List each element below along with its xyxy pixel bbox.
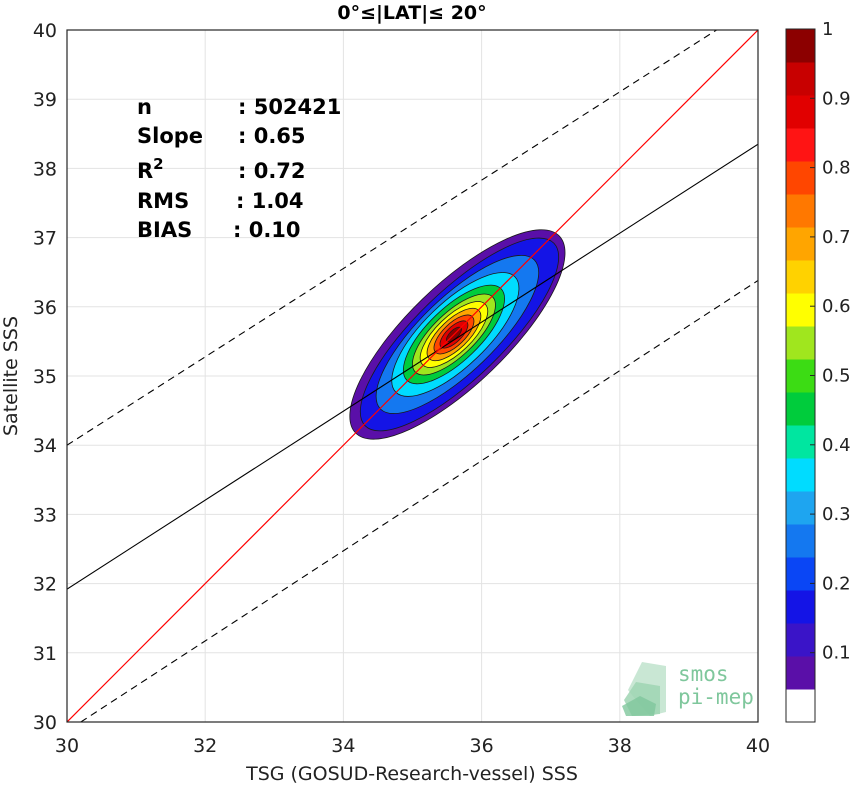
x-axis-label: TSG (GOSUD-Research-vessel) SSS (245, 763, 578, 785)
colorbar-segment (786, 491, 815, 525)
one-to-one-line (67, 30, 758, 722)
y-tick-label: 32 (33, 574, 57, 596)
colorbar-tick-label: 0.2 (822, 573, 851, 594)
stat-label: n (137, 95, 152, 119)
x-tick-label: 34 (331, 735, 355, 757)
colorbar-segment (786, 458, 815, 492)
logo-mark-icon (622, 662, 666, 716)
grid (66, 29, 759, 723)
colorbar-segment (786, 392, 815, 426)
colorbar-tick-labels: 0.1 0.2 0.3 0.4 0.5 0.6 0.7 0.8 0.9 1 (810, 19, 851, 664)
colorbar-tick-label: 0.4 (822, 435, 851, 456)
chart-title: 0°≤|LAT|≤ 20° (337, 2, 486, 24)
y-tick-label: 30 (33, 712, 57, 734)
x-tick-label: 32 (193, 735, 217, 757)
x-tick-labels: 30 32 34 36 38 40 (55, 735, 770, 757)
bound-line-2 (80, 280, 758, 722)
smos-pimep-logo: smos pi-mep (622, 662, 754, 716)
regression-line (67, 143, 758, 590)
colorbar-segment (786, 260, 815, 294)
y-tick-label: 40 (33, 20, 57, 42)
colorbar-segment (786, 95, 815, 129)
colorbar-segment (786, 29, 815, 63)
colorbar-tick-label: 0.6 (822, 296, 851, 317)
stat-value: : 1.04 (236, 189, 304, 213)
colorbar (785, 28, 816, 723)
y-tick-label: 36 (33, 297, 57, 319)
colorbar-tick-label: 0.7 (822, 227, 851, 248)
x-tick-label: 40 (746, 735, 770, 757)
colorbar-segment (786, 656, 815, 690)
plot-frame (66, 29, 759, 723)
colorbar-segment (786, 590, 815, 624)
logo-text-smos: smos (678, 662, 729, 686)
colorbar-tick-label: 0.5 (822, 366, 851, 387)
reference-lines (67, 30, 758, 722)
stat-superscript: 2 (153, 155, 163, 173)
x-tick-label: 36 (470, 735, 494, 757)
colorbar-tick-label: 0.9 (822, 88, 851, 109)
colorbar-tick-label: 0.8 (822, 158, 851, 179)
colorbar-segment (786, 557, 815, 591)
bound-line-1 (67, 30, 717, 446)
y-tick-label: 31 (33, 643, 57, 665)
stat-label: RMS (137, 189, 189, 213)
colorbar-segment (786, 326, 815, 360)
colorbar-segment (786, 524, 815, 558)
colorbar-segment (786, 227, 815, 261)
y-tick-label: 38 (33, 158, 57, 180)
y-tick-label: 37 (33, 228, 57, 250)
colorbar-segment (786, 425, 815, 459)
colorbar-segment (786, 128, 815, 162)
colorbar-segment (786, 194, 815, 228)
logo-text-pimep: pi-mep (678, 685, 754, 709)
colorbar-tick-label: 0.1 (822, 643, 851, 664)
colorbar-segment (786, 623, 815, 657)
y-tick-label: 39 (33, 89, 57, 111)
stat-value: : 502421 (238, 95, 341, 119)
colorbar-segment (786, 689, 815, 723)
x-tick-label: 38 (608, 735, 632, 757)
x-tick-label: 30 (55, 735, 79, 757)
y-axis-label: Satellite SSS (0, 316, 22, 436)
stat-label: BIAS (137, 218, 192, 242)
stat-value: : 0.10 (233, 218, 301, 242)
y-tick-label: 33 (33, 504, 57, 526)
colorbar-segment (786, 62, 815, 96)
stat-value: : 0.65 (238, 124, 306, 148)
stat-label: Slope (137, 124, 203, 148)
colorbar-segment (786, 293, 815, 327)
colorbar-tick-label: 0.3 (822, 504, 851, 525)
y-tick-label: 34 (33, 435, 57, 457)
y-tick-label: 35 (33, 366, 57, 388)
y-tick-labels: 30 31 32 33 34 35 36 37 38 39 40 (33, 20, 57, 734)
stat-value: : 0.72 (238, 159, 306, 183)
colorbar-segment (786, 161, 815, 195)
colorbar-tick-label: 1 (822, 19, 833, 40)
